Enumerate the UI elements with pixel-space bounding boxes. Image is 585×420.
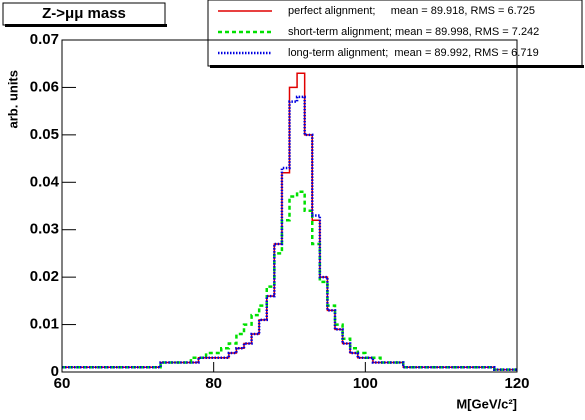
y-tick-label: 0.03 [30, 221, 59, 238]
x-axis-label: M[GeV/c²] [456, 396, 517, 411]
x-tick-label: 100 [353, 375, 378, 392]
y-tick-label: 0.02 [30, 268, 59, 285]
plot-frame [61, 39, 518, 373]
histogram [62, 95, 517, 371]
x-tick-label: 60 [54, 375, 71, 392]
legend-label: short-term alignment; mean = 89.998, RMS… [288, 26, 539, 38]
x-tick-label: 80 [205, 375, 222, 392]
y-axis-label: arb. units [5, 70, 20, 129]
title-shadow [5, 24, 167, 27]
y-tick-label: 0 [51, 363, 59, 380]
y-tick-label: 0.06 [30, 78, 59, 95]
y-tick-label: 0.07 [30, 31, 59, 48]
legend-shadow [210, 65, 584, 68]
legend-label: perfect alignment; mean = 89.918, RMS = … [288, 5, 535, 17]
y-tick-label: 0.01 [30, 316, 59, 333]
y-tick-label: 0.04 [30, 173, 60, 190]
chart-title: Z->μμ mass [42, 5, 126, 22]
y-tick-label: 0.05 [30, 126, 59, 143]
legend-label: long-term alignment; mean = 89.992, RMS … [288, 47, 539, 59]
x-tick-label: 120 [504, 375, 529, 392]
